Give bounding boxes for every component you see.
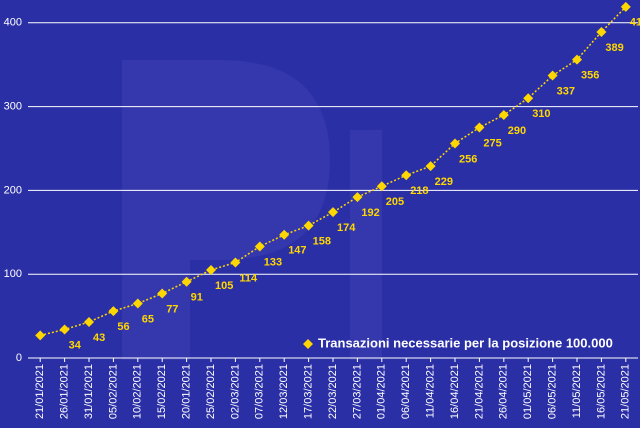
- x-tick-label: 01/04/2021: [376, 364, 388, 419]
- x-tick-label: 17/03/2021: [303, 364, 315, 419]
- marker: [376, 181, 387, 192]
- value-label: 114: [239, 272, 258, 284]
- marker: [108, 306, 119, 317]
- watermark: [122, 60, 330, 360]
- x-tick-label: 21/04/2021: [473, 364, 485, 419]
- y-tick-label: 0: [16, 352, 22, 364]
- marker: [523, 93, 534, 104]
- value-label: 77: [166, 303, 178, 315]
- marker: [572, 54, 582, 65]
- x-tick-label: 26/01/2021: [59, 364, 71, 419]
- marker: [328, 207, 338, 218]
- watermark: [350, 130, 382, 360]
- x-tick-label: 06/05/2021: [547, 364, 559, 419]
- marker: [547, 70, 558, 81]
- value-label: 310: [532, 108, 550, 120]
- value-label: 356: [581, 70, 599, 82]
- x-tick-label: 11/04/2021: [425, 364, 437, 418]
- marker: [474, 122, 485, 133]
- marker: [206, 265, 216, 275]
- marker: [498, 109, 509, 120]
- value-label: 205: [386, 196, 404, 208]
- x-tick-label: 15/02/2021: [156, 364, 168, 419]
- marker: [84, 316, 94, 327]
- marker: [401, 170, 412, 181]
- marker: [303, 220, 314, 231]
- marker: [352, 192, 363, 203]
- legend-label: Transazioni necessarie per la posizione …: [318, 335, 613, 350]
- value-label: 192: [361, 207, 379, 219]
- marker: [132, 298, 143, 309]
- value-label: 56: [117, 321, 129, 333]
- value-label: 174: [337, 222, 356, 234]
- x-tick-label: 05/02/2021: [107, 364, 119, 419]
- marker: [450, 138, 460, 149]
- marker: [254, 241, 265, 252]
- marker: [279, 229, 290, 240]
- x-tick-label: 21/05/2021: [620, 364, 632, 419]
- y-tick-label: 400: [4, 17, 22, 29]
- x-tick-label: 16/04/2021: [449, 364, 461, 419]
- value-label: 147: [288, 245, 306, 257]
- x-tick-label: 06/04/2021: [400, 364, 412, 419]
- value-label: 275: [483, 137, 501, 149]
- value-label: 419: [630, 17, 640, 29]
- value-label: 91: [191, 292, 203, 304]
- value-label: 389: [605, 42, 623, 54]
- value-label: 43: [93, 332, 105, 344]
- x-tick-label: 25/02/2021: [205, 364, 217, 419]
- x-tick-label: 07/03/2021: [254, 364, 266, 419]
- marker: [230, 257, 241, 268]
- marker: [620, 1, 631, 12]
- marker: [157, 288, 168, 299]
- legend-marker: [303, 339, 313, 349]
- value-label: 218: [410, 185, 428, 197]
- x-tick-label: 02/03/2021: [229, 364, 241, 419]
- y-tick-label: 100: [4, 268, 22, 280]
- value-label: 256: [459, 153, 477, 165]
- x-tick-label: 12/03/2021: [278, 364, 290, 419]
- value-label: 337: [557, 85, 575, 97]
- x-tick-label: 26/04/2021: [498, 364, 510, 419]
- value-label: 105: [215, 280, 233, 292]
- x-tick-label: 20/01/2021: [181, 364, 193, 419]
- value-label: 133: [264, 256, 282, 268]
- marker: [181, 276, 192, 287]
- x-tick-label: 01/05/2021: [522, 364, 534, 419]
- x-tick-label: 11/05/2021: [571, 364, 583, 418]
- marker: [425, 161, 436, 172]
- y-tick-label: 300: [4, 100, 22, 112]
- marker: [596, 26, 607, 37]
- y-tick-label: 200: [4, 184, 22, 196]
- x-tick-label: 27/03/2021: [351, 364, 363, 419]
- x-tick-label: 22/03/2021: [327, 364, 339, 419]
- x-tick-label: 21/01/2021: [34, 364, 46, 419]
- marker: [35, 330, 46, 341]
- x-tick-label: 10/02/2021: [132, 364, 144, 419]
- value-label: 34: [69, 339, 82, 351]
- value-label: 158: [313, 235, 331, 247]
- value-label: 229: [435, 176, 453, 188]
- value-label: 290: [508, 125, 526, 137]
- value-label: 65: [142, 313, 154, 325]
- x-tick-label: 16/05/2021: [595, 364, 607, 419]
- x-tick-label: 31/01/2021: [83, 364, 95, 419]
- marker: [59, 324, 70, 335]
